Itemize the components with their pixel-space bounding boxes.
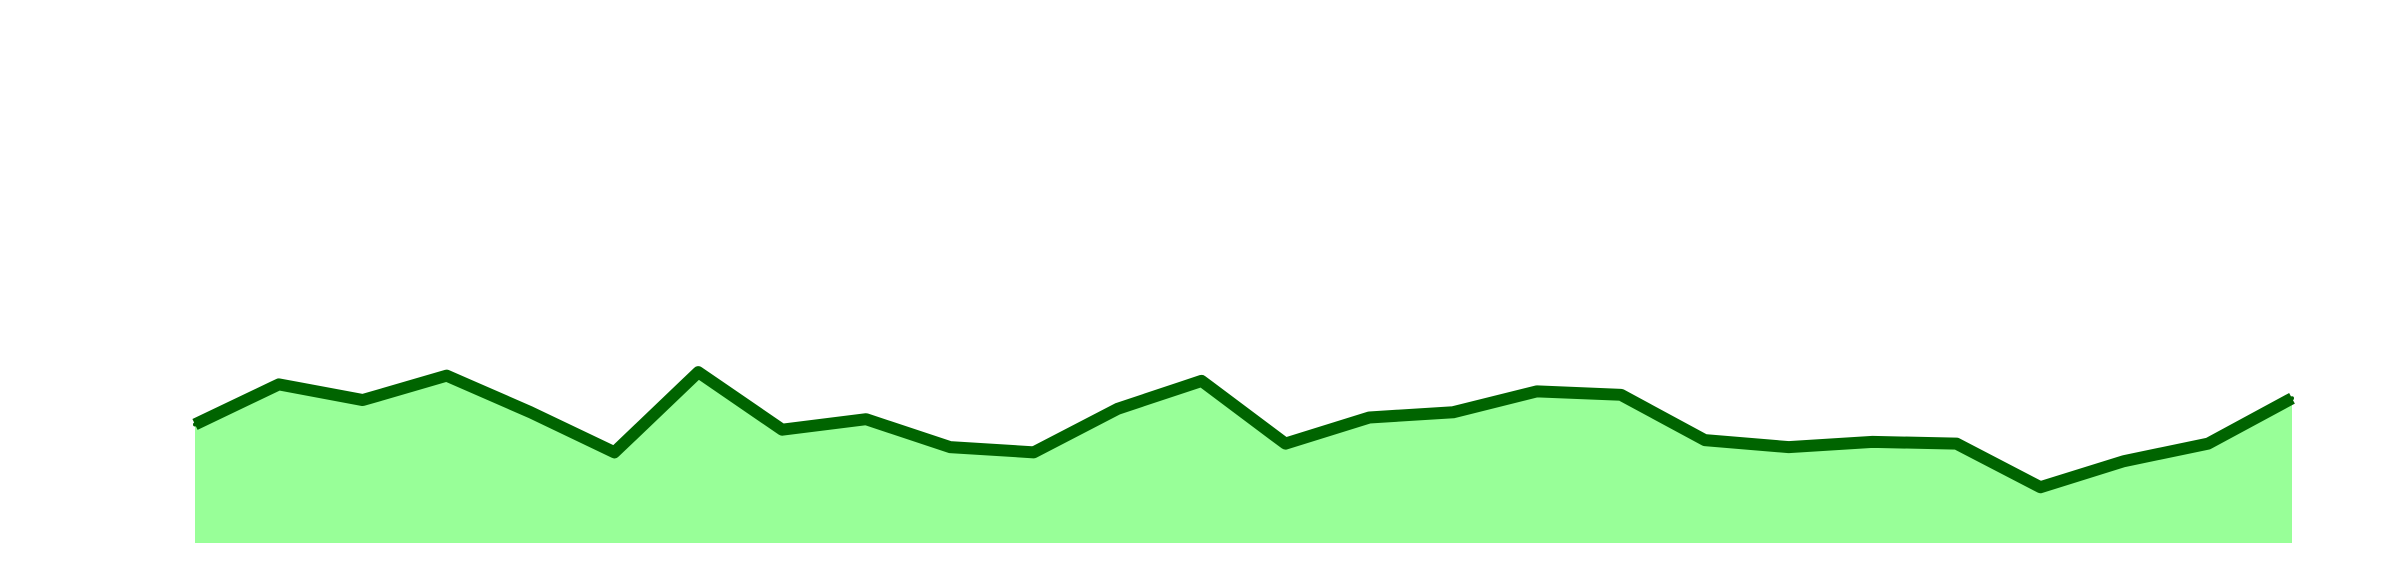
data-point bbox=[864, 417, 869, 422]
data-point bbox=[947, 445, 952, 450]
data-point bbox=[1451, 410, 1456, 415]
data-point bbox=[444, 373, 449, 378]
data-point bbox=[1870, 439, 1875, 444]
data-point bbox=[2038, 485, 2043, 490]
data-point bbox=[696, 370, 701, 375]
data-point bbox=[1618, 392, 1623, 397]
data-point bbox=[1535, 389, 1540, 394]
data-point bbox=[2290, 396, 2294, 401]
data-point bbox=[1199, 378, 1204, 383]
data-point bbox=[1367, 415, 1372, 420]
data-point bbox=[2206, 441, 2211, 446]
series-line bbox=[192, 366, 2295, 494]
data-point bbox=[2122, 459, 2127, 464]
line-layer bbox=[192, 366, 2295, 494]
data-point bbox=[1702, 438, 1707, 443]
data-point bbox=[612, 450, 617, 455]
data-point bbox=[1115, 406, 1120, 411]
data-point bbox=[528, 410, 533, 415]
data-point bbox=[1283, 441, 1288, 446]
area-layer bbox=[195, 372, 2292, 543]
point-layer bbox=[193, 370, 2294, 490]
data-point bbox=[780, 427, 785, 432]
data-point bbox=[193, 422, 197, 427]
data-point bbox=[1786, 445, 1791, 450]
data-point bbox=[360, 398, 365, 403]
data-point bbox=[1954, 441, 1959, 446]
area-fill bbox=[195, 372, 2292, 543]
data-point bbox=[1031, 450, 1036, 455]
data-point bbox=[276, 382, 281, 387]
